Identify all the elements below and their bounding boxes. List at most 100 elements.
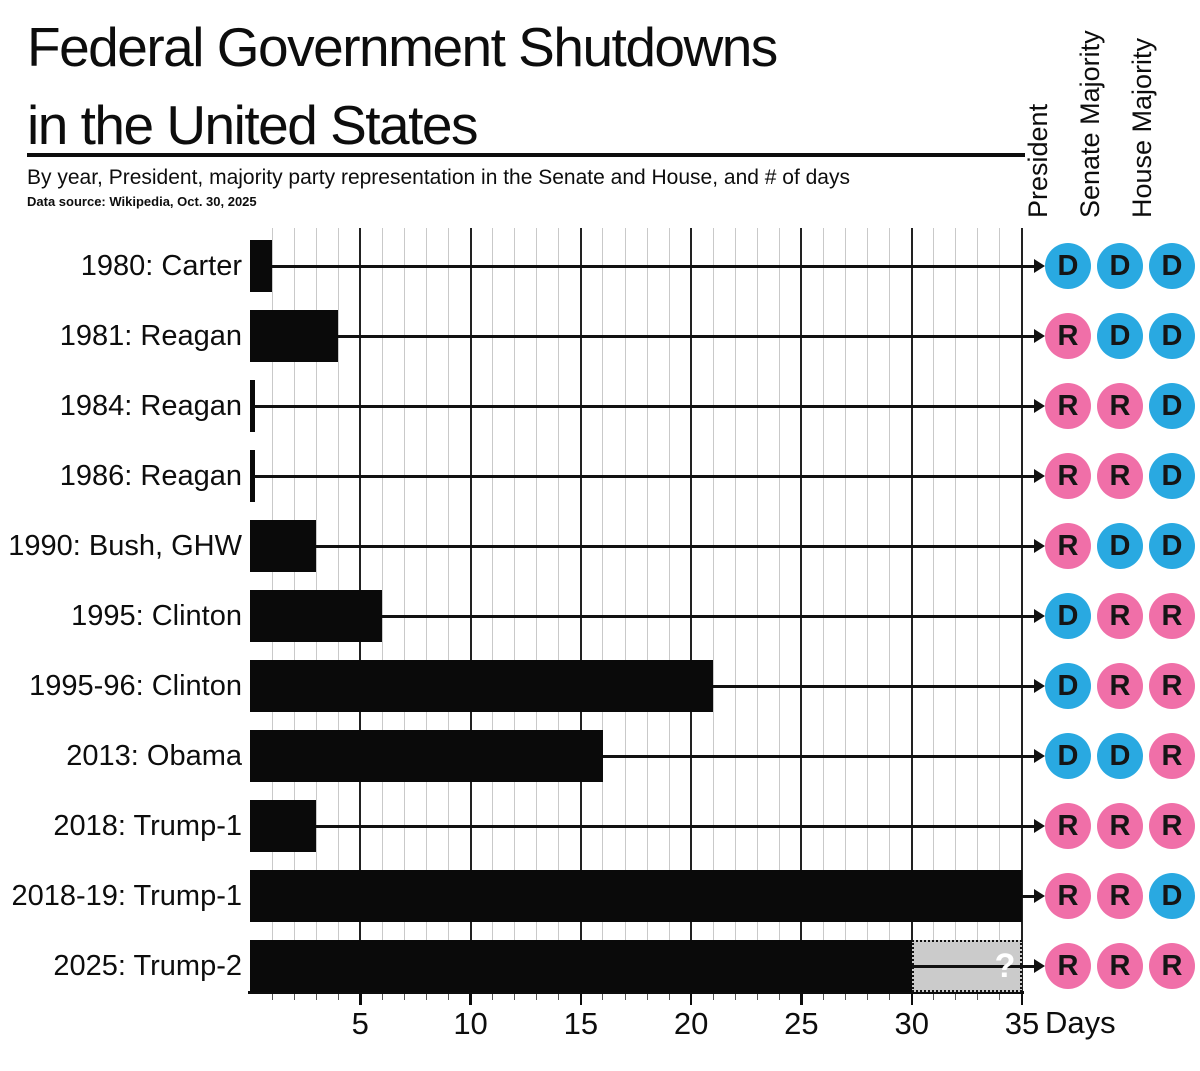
minor-tick — [602, 994, 604, 1000]
shutdown-days-bar — [250, 590, 383, 642]
minor-gridline — [712, 228, 714, 992]
row-connector-line — [1022, 894, 1035, 898]
major-tick — [579, 994, 583, 1005]
minor-gridline — [558, 228, 560, 992]
senate-majority-party-badge: R — [1097, 383, 1143, 429]
column-header-house-majority: House Majority — [1127, 37, 1157, 218]
minor-gridline — [845, 228, 846, 992]
minor-tick — [293, 994, 295, 1000]
major-gridline — [910, 228, 913, 992]
minor-tick — [381, 994, 383, 1000]
senate-majority-party-badge: R — [1097, 873, 1143, 919]
minor-gridline — [867, 228, 869, 992]
minor-tick — [426, 994, 427, 1000]
minor-tick — [271, 994, 273, 1000]
minor-gridline — [734, 228, 736, 992]
president-party-badge: R — [1045, 453, 1091, 499]
arrowhead-icon — [1034, 819, 1045, 833]
minor-tick — [337, 994, 339, 1000]
row-connector-line — [338, 334, 1035, 338]
row-connector-line — [911, 964, 1035, 968]
shutdown-days-bar — [250, 450, 255, 502]
column-header-president: President — [1023, 103, 1053, 218]
president-party-badge: D — [1045, 593, 1091, 639]
president-party-badge: R — [1045, 943, 1091, 989]
president-party-badge: R — [1045, 383, 1091, 429]
arrowhead-icon — [1034, 469, 1045, 483]
arrowhead-icon — [1034, 609, 1045, 623]
minor-gridline — [602, 228, 604, 992]
page-title-line1: Federal Government Shutdowns — [27, 16, 778, 78]
minor-gridline — [426, 228, 427, 992]
minor-tick — [955, 994, 957, 1000]
senate-majority-party-badge: D — [1097, 243, 1143, 289]
house-majority-party-badge: R — [1149, 663, 1195, 709]
house-majority-party-badge: D — [1149, 453, 1195, 499]
row-connector-line — [713, 684, 1035, 688]
house-majority-party-badge: R — [1149, 803, 1195, 849]
x-tick-label: 35 — [1004, 1006, 1040, 1041]
major-gridline — [579, 228, 582, 992]
x-tick-label: 10 — [453, 1006, 488, 1041]
row-label: 2018-19: Trump-1 — [11, 880, 242, 912]
minor-tick — [558, 994, 560, 1000]
president-party-badge: D — [1045, 663, 1091, 709]
x-axis-line — [248, 991, 1024, 994]
minor-tick — [315, 994, 317, 1000]
major-tick — [910, 994, 913, 1005]
shutdown-days-bar — [250, 730, 603, 782]
row-label: 2013: Obama — [66, 740, 242, 772]
row-label: 2025: Trump-2 — [53, 950, 242, 982]
minor-tick — [492, 994, 494, 1000]
senate-majority-party-badge: D — [1097, 523, 1143, 569]
x-tick-label: 5 — [351, 1006, 369, 1041]
row-label: 1990: Bush, GHW — [8, 530, 242, 562]
major-gridline — [690, 228, 693, 992]
minor-gridline — [492, 228, 494, 992]
arrowhead-icon — [1034, 959, 1045, 973]
major-gridline — [800, 228, 803, 992]
house-majority-party-badge: D — [1149, 313, 1195, 359]
senate-majority-party-badge: R — [1097, 803, 1143, 849]
president-party-badge: D — [1045, 733, 1091, 779]
row-label: 1986: Reagan — [59, 460, 242, 492]
house-majority-party-badge: R — [1149, 943, 1195, 989]
shutdown-days-bar — [250, 870, 1022, 922]
row-connector-line — [316, 544, 1035, 548]
row-connector-line — [382, 614, 1035, 618]
minor-gridline — [778, 228, 780, 992]
minor-gridline — [381, 228, 383, 992]
shutdown-days-bar — [250, 380, 255, 432]
house-majority-party-badge: R — [1149, 733, 1195, 779]
minor-tick — [977, 994, 979, 1000]
minor-tick — [536, 994, 538, 1000]
minor-gridline — [668, 228, 670, 992]
major-gridline — [1021, 228, 1023, 992]
shutdown-days-bar — [250, 520, 317, 572]
minor-tick — [668, 994, 670, 1000]
row-label: 2018: Trump-1 — [53, 810, 242, 842]
arrowhead-icon — [1034, 889, 1045, 903]
arrowhead-icon — [1034, 329, 1045, 343]
minor-gridline — [977, 228, 979, 992]
row-connector-line — [602, 754, 1035, 758]
minor-tick — [514, 994, 516, 1000]
shutdown-days-bar — [250, 800, 317, 852]
major-tick — [689, 994, 693, 1005]
minor-gridline — [646, 228, 648, 992]
arrowhead-icon — [1034, 259, 1045, 273]
major-tick — [1020, 994, 1024, 1005]
house-majority-party-badge: D — [1149, 873, 1195, 919]
senate-majority-party-badge: D — [1097, 313, 1143, 359]
minor-tick — [889, 994, 891, 1000]
minor-tick — [734, 994, 736, 1000]
minor-tick — [999, 994, 1001, 1000]
house-majority-party-badge: R — [1149, 593, 1195, 639]
senate-majority-party-badge: D — [1097, 733, 1143, 779]
axis-unit-label: Days — [1045, 1005, 1116, 1040]
minor-gridline — [955, 228, 957, 992]
row-connector-line — [254, 404, 1035, 408]
row-label: 1980: Carter — [80, 250, 242, 282]
x-tick-label: 30 — [894, 1006, 929, 1041]
